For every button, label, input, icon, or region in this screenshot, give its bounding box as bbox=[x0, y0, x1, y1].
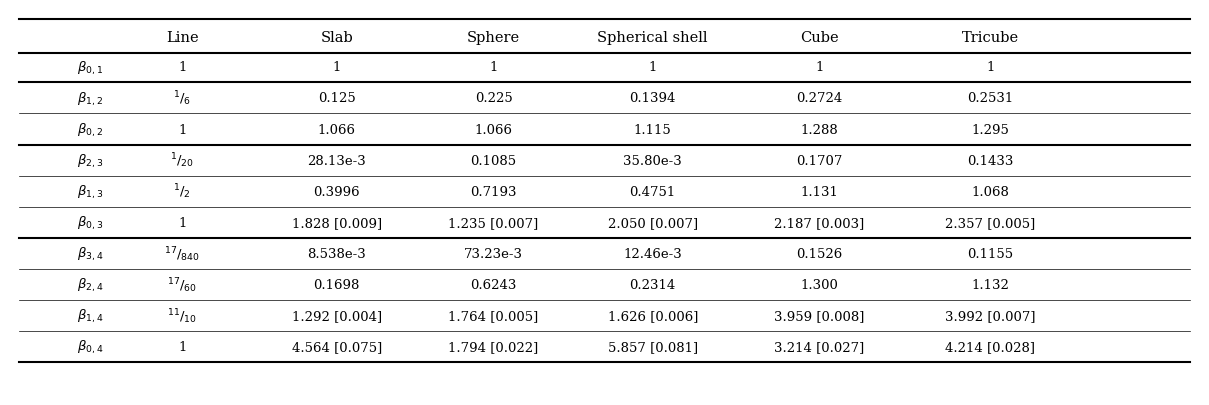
Text: 3.214 [0.027]: 3.214 [0.027] bbox=[774, 340, 864, 353]
Text: $\beta_{2,3}$: $\beta_{2,3}$ bbox=[77, 152, 104, 169]
Text: 0.225: 0.225 bbox=[475, 92, 513, 105]
Text: 2.187 [0.003]: 2.187 [0.003] bbox=[774, 216, 864, 229]
Text: 0.1433: 0.1433 bbox=[967, 154, 1013, 167]
Text: 28.13e-3: 28.13e-3 bbox=[307, 154, 366, 167]
Text: 5.857 [0.081]: 5.857 [0.081] bbox=[608, 340, 698, 353]
Text: $\beta_{2,4}$: $\beta_{2,4}$ bbox=[77, 276, 104, 293]
Text: 3.959 [0.008]: 3.959 [0.008] bbox=[774, 309, 864, 322]
Text: 2.357 [0.005]: 2.357 [0.005] bbox=[945, 216, 1036, 229]
Text: $\beta_{1,2}$: $\beta_{1,2}$ bbox=[77, 90, 104, 107]
Text: 0.2314: 0.2314 bbox=[630, 278, 676, 291]
Text: 0.1085: 0.1085 bbox=[470, 154, 516, 167]
Text: $^1/_{20}$: $^1/_{20}$ bbox=[170, 151, 195, 170]
Text: 1.131: 1.131 bbox=[800, 185, 838, 198]
Text: 1.764 [0.005]: 1.764 [0.005] bbox=[449, 309, 539, 322]
Text: $\beta_{1,3}$: $\beta_{1,3}$ bbox=[77, 183, 104, 200]
Text: 35.80e-3: 35.80e-3 bbox=[624, 154, 682, 167]
Text: 0.1394: 0.1394 bbox=[630, 92, 676, 105]
Text: 1.066: 1.066 bbox=[318, 123, 355, 136]
Text: Sphere: Sphere bbox=[467, 31, 520, 45]
Text: 2.050 [0.007]: 2.050 [0.007] bbox=[608, 216, 698, 229]
Text: $\beta_{0,4}$: $\beta_{0,4}$ bbox=[77, 338, 104, 355]
Text: Spherical shell: Spherical shell bbox=[597, 31, 708, 45]
Text: 0.3996: 0.3996 bbox=[313, 185, 360, 198]
Text: 1.295: 1.295 bbox=[972, 123, 1010, 136]
Text: 1.115: 1.115 bbox=[634, 123, 672, 136]
Text: 0.2531: 0.2531 bbox=[967, 92, 1013, 105]
Text: 4.564 [0.075]: 4.564 [0.075] bbox=[291, 340, 382, 353]
Text: 0.2724: 0.2724 bbox=[796, 92, 843, 105]
Text: 0.7193: 0.7193 bbox=[470, 185, 516, 198]
Text: 1.828 [0.009]: 1.828 [0.009] bbox=[291, 216, 382, 229]
Text: $^{17}/_{840}$: $^{17}/_{840}$ bbox=[164, 244, 201, 263]
Text: 1.292 [0.004]: 1.292 [0.004] bbox=[291, 309, 382, 322]
Text: 0.1155: 0.1155 bbox=[967, 247, 1013, 260]
Text: 1.132: 1.132 bbox=[972, 278, 1010, 291]
Text: 1: 1 bbox=[987, 61, 995, 74]
Text: $\beta_{0,2}$: $\beta_{0,2}$ bbox=[77, 121, 104, 138]
Text: 0.125: 0.125 bbox=[318, 92, 355, 105]
Text: Line: Line bbox=[166, 31, 198, 45]
Text: 1: 1 bbox=[332, 61, 341, 74]
Text: Slab: Slab bbox=[320, 31, 353, 45]
Text: 1.794 [0.022]: 1.794 [0.022] bbox=[449, 340, 539, 353]
Text: $^{17}/_{60}$: $^{17}/_{60}$ bbox=[167, 275, 197, 294]
Text: 0.4751: 0.4751 bbox=[630, 185, 676, 198]
Text: 3.992 [0.007]: 3.992 [0.007] bbox=[945, 309, 1036, 322]
Text: $\beta_{1,4}$: $\beta_{1,4}$ bbox=[77, 307, 104, 324]
Text: 1.066: 1.066 bbox=[474, 123, 513, 136]
Text: 1.288: 1.288 bbox=[800, 123, 838, 136]
Text: 0.1707: 0.1707 bbox=[796, 154, 843, 167]
Text: 0.1526: 0.1526 bbox=[796, 247, 843, 260]
Text: $\beta_{3,4}$: $\beta_{3,4}$ bbox=[77, 245, 104, 262]
Text: $^1/_2$: $^1/_2$ bbox=[173, 182, 191, 201]
Text: 1: 1 bbox=[648, 61, 656, 74]
Text: 1: 1 bbox=[490, 61, 498, 74]
Text: 1: 1 bbox=[178, 340, 186, 353]
Text: $^{11}/_{10}$: $^{11}/_{10}$ bbox=[167, 306, 197, 325]
Text: 1.626 [0.006]: 1.626 [0.006] bbox=[608, 309, 698, 322]
Text: Tricube: Tricube bbox=[962, 31, 1019, 45]
Text: 1: 1 bbox=[178, 216, 186, 229]
Text: 1.068: 1.068 bbox=[972, 185, 1010, 198]
Text: $^1/_6$: $^1/_6$ bbox=[173, 90, 191, 108]
Text: 4.214 [0.028]: 4.214 [0.028] bbox=[945, 340, 1035, 353]
Text: 73.23e-3: 73.23e-3 bbox=[464, 247, 523, 260]
Text: 12.46e-3: 12.46e-3 bbox=[624, 247, 682, 260]
Text: Cube: Cube bbox=[800, 31, 839, 45]
Text: 8.538e-3: 8.538e-3 bbox=[307, 247, 366, 260]
Text: 0.1698: 0.1698 bbox=[313, 278, 360, 291]
Text: 1.300: 1.300 bbox=[800, 278, 838, 291]
Text: 1: 1 bbox=[815, 61, 823, 74]
Text: $\beta_{0,3}$: $\beta_{0,3}$ bbox=[77, 214, 104, 231]
Text: 0.6243: 0.6243 bbox=[470, 278, 516, 291]
Text: 1: 1 bbox=[178, 61, 186, 74]
Text: 1: 1 bbox=[178, 123, 186, 136]
Text: $\beta_{0,1}$: $\beta_{0,1}$ bbox=[77, 59, 104, 76]
Text: 1.235 [0.007]: 1.235 [0.007] bbox=[449, 216, 539, 229]
